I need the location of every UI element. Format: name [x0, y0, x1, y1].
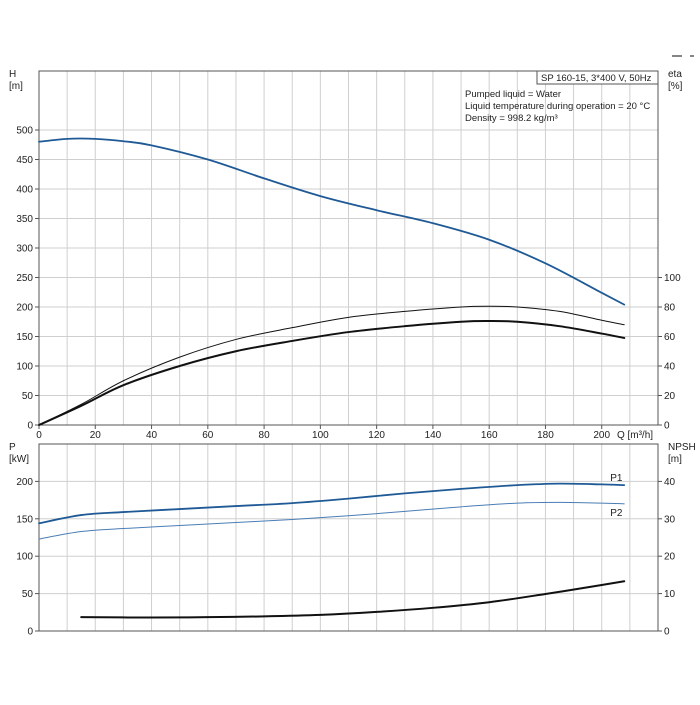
top-left-tick-label: 150: [16, 332, 33, 343]
top-left-tick-label: 0: [27, 421, 33, 432]
top-right-tick-label: 0: [664, 421, 670, 432]
top-x-tick-label: 140: [425, 430, 442, 441]
bottom-left-tick-label: 200: [16, 477, 33, 488]
top-right-tick-label: 40: [664, 362, 676, 373]
top-x-tick-label: 200: [593, 430, 610, 441]
top-series-line-2: [38, 305, 625, 426]
bottom-left-tick-label: 150: [16, 514, 33, 525]
top-series-line-1: [38, 137, 626, 306]
bottom-plot-frame: [38, 443, 659, 632]
top-x-tick-label: 180: [537, 430, 554, 441]
bottom-right-tick-label: 10: [664, 589, 676, 600]
bottom-right-tick-label: 20: [664, 552, 676, 563]
bottom-series-label-p2: P2: [610, 508, 623, 519]
bottom-series-line-3: [80, 580, 626, 619]
bottom-left-tick-label: 0: [27, 627, 33, 638]
top-x-tick-label: 100: [312, 430, 329, 441]
bottom-right-tick-label: 40: [664, 477, 676, 488]
bottom-right-axis-unit: [m]: [668, 454, 682, 465]
top-left-tick-label: 400: [16, 185, 33, 196]
top-left-axis-unit: [m]: [9, 81, 23, 92]
top-left-tick-label: 100: [16, 362, 33, 373]
top-left-tick-label: 200: [16, 303, 33, 314]
top-right-axis-title: eta: [668, 69, 682, 80]
top-left-tick-label: 450: [16, 155, 33, 166]
bottom-right-axis-title: NPSH: [668, 442, 696, 453]
top-x-tick-label: 20: [90, 430, 102, 441]
top-x-tick-label: 0: [36, 430, 42, 441]
top-left-axis-title: H: [9, 69, 16, 80]
top-x-tick-label: 160: [481, 430, 498, 441]
top-x-tick-label: 120: [368, 430, 385, 441]
top-left-tick-label: 350: [16, 214, 33, 225]
bottom-left-tick-label: 50: [22, 589, 34, 600]
bottom-series-label-p1: P1: [610, 473, 623, 484]
top-x-tick-label: 40: [146, 430, 158, 441]
top-left-tick-label: 300: [16, 244, 33, 255]
top-left-tick-label: 250: [16, 273, 33, 284]
info-line: Pumped liquid = Water: [465, 89, 561, 100]
top-left-tick-label: 500: [16, 126, 33, 137]
top-x-tick-label: 80: [259, 430, 271, 441]
bottom-right-tick-label: 0: [664, 627, 670, 638]
top-right-tick-label: 60: [664, 332, 676, 343]
top-left-tick-label: 50: [22, 391, 34, 402]
bottom-left-axis-title: P: [9, 442, 16, 453]
top-series-line-3: [38, 320, 626, 426]
bottom-right-tick-label: 30: [664, 514, 676, 525]
model-box: [536, 70, 659, 85]
bottom-series-p2: [38, 501, 625, 540]
top-right-axis-unit: [%]: [668, 81, 683, 92]
top-x-tick-label: 60: [202, 430, 214, 441]
info-line: Density = 998.2 kg/m³: [465, 113, 558, 124]
info-line: Liquid temperature during operation = 20…: [465, 101, 650, 112]
model-label: SP 160-15, 3*400 V, 50Hz: [541, 73, 652, 84]
top-x-axis-label: Q [m³/h]: [617, 430, 653, 441]
bottom-left-tick-label: 100: [16, 552, 33, 563]
top-right-tick-label: 80: [664, 303, 676, 314]
bottom-series-p1: [38, 482, 626, 525]
top-right-tick-label: 100: [664, 273, 681, 284]
bottom-left-axis-unit: [kW]: [9, 454, 29, 465]
top-right-tick-label: 20: [664, 391, 676, 402]
